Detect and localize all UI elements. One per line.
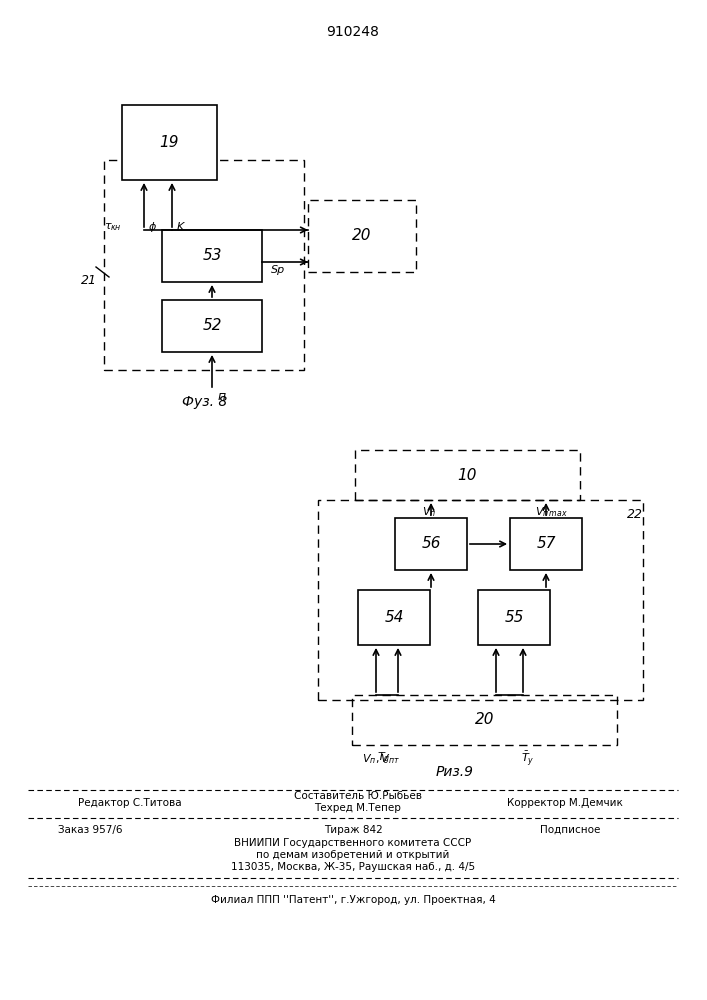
Text: ВНИИПИ Государственного комитета СССР: ВНИИПИ Государственного комитета СССР <box>235 838 472 848</box>
Text: $V_п,V_{пт}$: $V_п,V_{пт}$ <box>362 752 400 766</box>
Text: $\bar{T}_y$: $\bar{T}_y$ <box>521 750 534 768</box>
Text: $V_п$: $V_п$ <box>422 505 436 519</box>
Text: 52: 52 <box>202 318 222 334</box>
Bar <box>162 230 262 282</box>
Text: 19: 19 <box>160 135 180 150</box>
Bar <box>122 105 217 180</box>
Text: 910248: 910248 <box>327 25 380 39</box>
Text: Тираж 842: Тираж 842 <box>324 825 382 835</box>
Text: Филиал ППП ''Патент'', г.Ужгород, ул. Проектная, 4: Филиал ППП ''Патент'', г.Ужгород, ул. Пр… <box>211 895 496 905</box>
Text: Корректор М.Демчик: Корректор М.Демчик <box>507 798 623 808</box>
Text: 20: 20 <box>352 229 372 243</box>
Text: по демам изобретений и открытий: по демам изобретений и открытий <box>257 850 450 860</box>
Text: K: K <box>176 222 184 232</box>
Text: Фуз. 8: Фуз. 8 <box>182 395 228 409</box>
Text: $T_g$: $T_g$ <box>378 751 391 767</box>
Bar <box>478 590 550 645</box>
Text: $V_{п\,max}$: $V_{п\,max}$ <box>534 505 568 519</box>
Bar <box>104 160 304 370</box>
Text: $\tau_{\kappa\!н}$: $\tau_{\kappa\!н}$ <box>104 221 120 233</box>
Text: Подписное: Подписное <box>540 825 600 835</box>
Text: Риз.9: Риз.9 <box>436 765 474 779</box>
Text: Составитель Ю.Рыбьев: Составитель Ю.Рыбьев <box>294 791 422 801</box>
Text: 56: 56 <box>421 536 440 552</box>
Bar <box>395 518 467 570</box>
Bar <box>358 590 430 645</box>
Text: 10: 10 <box>457 468 477 483</box>
Text: 22: 22 <box>627 508 643 521</box>
Text: 113035, Москва, Ж-35, Раушская наб., д. 4/5: 113035, Москва, Ж-35, Раушская наб., д. … <box>231 862 475 872</box>
Text: $\phi$: $\phi$ <box>148 220 156 234</box>
Bar <box>355 450 580 500</box>
Text: п: п <box>218 390 226 403</box>
Bar <box>162 300 262 352</box>
Text: Редактор С.Титова: Редактор С.Титова <box>78 798 182 808</box>
Text: 20: 20 <box>474 712 494 728</box>
Bar <box>352 695 617 745</box>
Text: 21: 21 <box>81 273 97 286</box>
Text: Заказ 957/6: Заказ 957/6 <box>58 825 122 835</box>
Text: 54: 54 <box>384 610 404 625</box>
Text: Sр: Sр <box>271 265 285 275</box>
Bar <box>308 200 416 272</box>
Bar <box>510 518 582 570</box>
Text: 57: 57 <box>536 536 556 552</box>
Bar <box>318 500 643 700</box>
Text: 55: 55 <box>504 610 524 625</box>
Text: 53: 53 <box>202 248 222 263</box>
Text: Техред М.Тепер: Техред М.Тепер <box>315 803 402 813</box>
